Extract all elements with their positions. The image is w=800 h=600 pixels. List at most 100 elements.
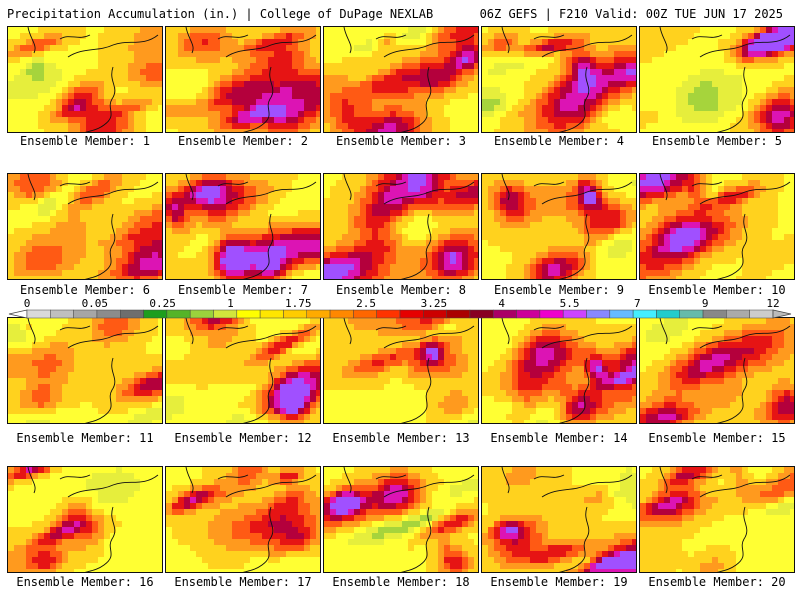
colorbar-tick-label: 0 xyxy=(24,297,31,310)
colorbar-segment xyxy=(306,309,331,319)
precipitation-field xyxy=(482,174,636,279)
precipitation-map xyxy=(324,174,478,279)
precipitation-map xyxy=(8,467,162,572)
ensemble-map-panel xyxy=(323,173,479,280)
ensemble-map-panel xyxy=(165,317,321,424)
ensemble-map-panel xyxy=(323,26,479,133)
ensemble-member-label: Ensemble Member: 2 xyxy=(177,134,309,148)
ensemble-map-panel xyxy=(481,466,637,573)
colorbar-segment xyxy=(189,309,214,319)
coastline-outline xyxy=(501,467,633,572)
colorbar-segment xyxy=(493,309,517,319)
coastline-outline xyxy=(27,467,159,572)
ensemble-map-panel xyxy=(323,466,479,573)
coastline-outline xyxy=(343,174,475,279)
colorbar-segment xyxy=(516,309,541,319)
colorbar-segment xyxy=(632,309,657,319)
ensemble-member-label: Ensemble Member: 9 xyxy=(493,283,625,297)
ensemble-member-label: Ensemble Member: 4 xyxy=(493,134,625,148)
ensemble-map-panel xyxy=(639,317,795,424)
colorbar-segment xyxy=(329,309,354,319)
precipitation-field xyxy=(166,318,320,423)
colorbar-segment xyxy=(726,309,750,319)
colorbar-tick-label: 1 xyxy=(227,297,234,310)
coastline-outline xyxy=(659,27,791,132)
ensemble-member-label: Ensemble Member: 12 xyxy=(174,431,312,445)
precipitation-map xyxy=(482,174,636,279)
ensemble-member-label: Ensemble Member: 16 xyxy=(16,575,154,589)
colorbar-segment xyxy=(50,309,74,319)
precipitation-map xyxy=(640,467,794,572)
precipitation-field xyxy=(166,174,320,279)
colorbar-segment xyxy=(236,309,261,319)
precipitation-map xyxy=(8,27,162,132)
ensemble-member-label: Ensemble Member: 18 xyxy=(332,575,470,589)
header: Precipitation Accumulation (in.) | Colle… xyxy=(0,0,800,26)
precipitation-colorbar: 0 0.05 0.25 1 1.75 2.5 3.25 4 5.5 7 9 12 xyxy=(8,297,792,319)
coastline-outline xyxy=(343,318,475,423)
precipitation-map xyxy=(482,27,636,132)
precipitation-field xyxy=(324,318,478,423)
precipitation-map xyxy=(482,467,636,572)
colorbar-segment xyxy=(376,309,401,319)
colorbar-segment xyxy=(586,309,611,319)
ensemble-member-label: Ensemble Member: 20 xyxy=(648,575,786,589)
product-title: Precipitation Accumulation (in.) | Colle… xyxy=(7,7,434,21)
coastline-outline xyxy=(343,467,475,572)
colorbar-tick-label: 1.75 xyxy=(285,297,312,310)
precipitation-map xyxy=(324,318,478,423)
coastline-outline xyxy=(27,27,159,132)
ensemble-map-panel xyxy=(7,317,163,424)
colorbar-segment xyxy=(562,309,587,319)
ensemble-member-label: Ensemble Member: 15 xyxy=(648,431,786,445)
colorbar-segment xyxy=(469,309,494,319)
ensemble-map-panel xyxy=(481,173,637,280)
colorbar-segment xyxy=(96,309,121,319)
precipitation-field xyxy=(482,27,636,132)
colorbar-segment xyxy=(213,309,238,319)
precipitation-field xyxy=(324,27,478,132)
colorbar-segment xyxy=(656,309,680,319)
colorbar-segment xyxy=(26,309,51,319)
ensemble-map-panel xyxy=(639,466,795,573)
ensemble-member-label: Ensemble Member: 17 xyxy=(174,575,312,589)
colorbar-segment xyxy=(283,309,307,319)
coastline-outline xyxy=(501,174,633,279)
precipitation-field xyxy=(8,467,162,572)
ensemble-member-label: Ensemble Member: 14 xyxy=(490,431,628,445)
colorbar-tick-label: 7 xyxy=(634,297,641,310)
precipitation-field xyxy=(640,174,794,279)
ensemble-member-label: Ensemble Member: 11 xyxy=(16,431,154,445)
precipitation-map xyxy=(166,27,320,132)
coastline-outline xyxy=(27,318,159,423)
colorbar-segment xyxy=(353,309,377,319)
ensemble-map-panel xyxy=(323,317,479,424)
ensemble-member-label: Ensemble Member: 6 xyxy=(19,283,151,297)
coastline-outline xyxy=(27,174,159,279)
precipitation-map xyxy=(166,174,320,279)
precipitation-field xyxy=(8,174,162,279)
precipitation-map xyxy=(482,318,636,423)
precipitation-map xyxy=(166,318,320,423)
ensemble-member-label: Ensemble Member: 8 xyxy=(335,283,467,297)
coastline-outline xyxy=(659,174,791,279)
ensemble-map-panel xyxy=(7,466,163,573)
colorbar-segment xyxy=(446,309,471,319)
colorbar-tick-label: 0.25 xyxy=(149,297,176,310)
coastline-outline xyxy=(659,467,791,572)
run-valid-info: 06Z GEFS | F210 Valid: 00Z TUE JUN 17 20… xyxy=(479,7,783,21)
colorbar-segment xyxy=(749,309,774,319)
colorbar-segment xyxy=(609,309,634,319)
colorbar-tick-label: 2.5 xyxy=(356,297,376,310)
coastline-outline xyxy=(659,318,791,423)
precipitation-map xyxy=(8,174,162,279)
precipitation-field xyxy=(640,467,794,572)
precipitation-field xyxy=(482,467,636,572)
precipitation-field xyxy=(640,318,794,423)
precipitation-map xyxy=(640,318,794,423)
colorbar-max-arrow xyxy=(772,309,792,319)
colorbar-segment xyxy=(143,309,168,319)
ensemble-map-panel xyxy=(7,26,163,133)
ensemble-map-panel xyxy=(165,466,321,573)
precipitation-map xyxy=(166,467,320,572)
